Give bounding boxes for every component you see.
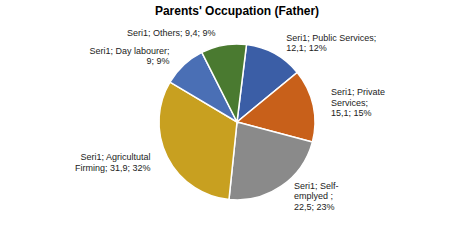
title: Parents' Occupation (Father): [155, 4, 319, 18]
data-label-line: 12,1; 12%: [286, 43, 327, 53]
data-label: Seri1; Others; 9,4; 9%: [127, 28, 216, 38]
data-labels: Seri1; Public Services;12,1; 12%Seri1; P…: [75, 28, 385, 211]
data-label: Seri1; AgricultutalFirming; 31,9; 32%: [75, 152, 151, 173]
data-label-line: 15,1; 15%: [331, 108, 372, 118]
data-label-line: 22,5; 23%: [294, 202, 335, 212]
pie-slice: [202, 44, 247, 122]
data-label-line: emplyed ;: [294, 191, 333, 201]
data-label-line: Services;: [331, 98, 368, 108]
data-label-line: Seri1; Others; 9,4; 9%: [127, 28, 216, 38]
data-label-line: Seri1; Private: [331, 87, 385, 97]
data-label: Seri1; PrivateServices;15,1; 15%: [331, 87, 385, 118]
data-label: Seri1; Day labourer;9; 9%: [90, 46, 170, 67]
chart: Parents' Occupation (Father) Seri1; Publi…: [0, 0, 474, 225]
data-label-line: Seri1; Self-: [294, 181, 339, 191]
data-label: Seri1; Self-emplyed ;22,5; 23%: [294, 181, 339, 212]
data-label-line: Seri1; Day labourer;: [90, 46, 170, 56]
data-label-line: Seri1; Agricultutal: [81, 152, 151, 162]
pie: [159, 44, 315, 200]
data-label-line: Seri1; Public Services;: [286, 33, 376, 43]
data-label-line: Firming; 31,9; 32%: [75, 163, 151, 173]
data-label: Seri1; Public Services;12,1; 12%: [286, 33, 376, 54]
data-label-line: 9; 9%: [147, 56, 170, 66]
